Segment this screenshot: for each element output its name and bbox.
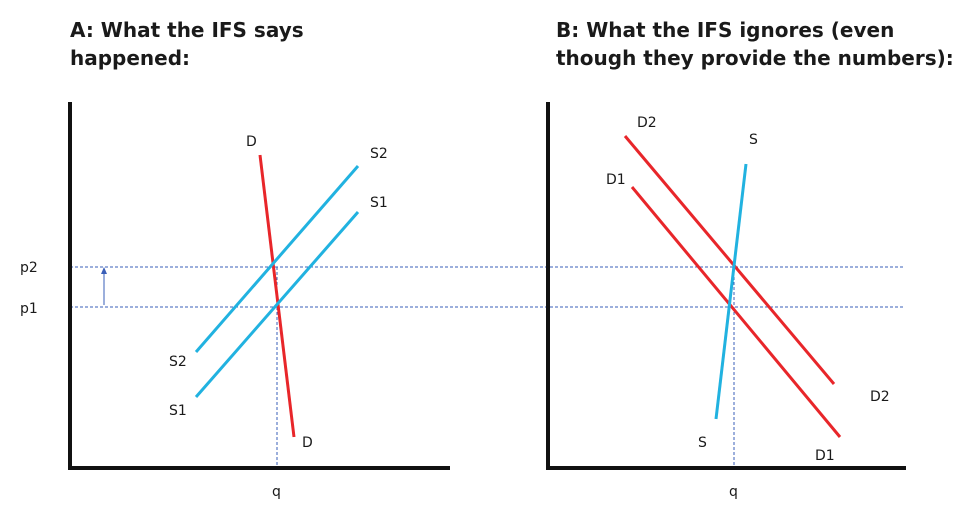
panel-a-title-line2: happened:: [70, 46, 191, 70]
panel-a-s1-bottom-label: S1: [169, 403, 187, 419]
panel-a-demand-curve: [258, 154, 296, 438]
panel-a-d-top-label: D: [246, 134, 257, 150]
panel-b-demand-d2-curve: [623, 135, 836, 385]
panel-a-supply-s1-curve: [194, 211, 360, 398]
panel-b-d1-bottom-label: D1: [815, 448, 835, 464]
panel-b-title-line1: B: What the IFS ignores (even: [556, 18, 895, 42]
panel-a-title-line1: A: What the IFS says: [70, 18, 304, 42]
panel-b-x-axis-label: q: [729, 484, 738, 500]
panel-b-d1-top-label: D1: [606, 172, 626, 188]
panel-b-title-line2: though they provide the numbers):: [556, 46, 954, 70]
guide-lines: [70, 266, 905, 468]
panel-a-title: A: What the IFS says happened:: [70, 16, 450, 72]
panel-a-s2-top-label: S2: [370, 146, 388, 162]
panel-b-s-bottom-label: S: [698, 435, 707, 451]
p1-label: p1: [20, 301, 38, 317]
panel-b-supply-curve: [714, 163, 748, 420]
panel-a-s2-bottom-label: S2: [169, 354, 187, 370]
panel-b-d2-top-label: D2: [637, 115, 657, 131]
panel-a-axes: [68, 102, 450, 470]
panel-a-d-bottom-label: D: [302, 435, 313, 451]
panel-a-s1-top-label: S1: [370, 195, 388, 211]
panel-b-axes: [546, 102, 906, 470]
panel-b-title: B: What the IFS ignores (even though the…: [556, 16, 956, 72]
p2-label: p2: [20, 260, 38, 276]
panel-b-demand-d1-curve: [630, 186, 842, 438]
price-rise-arrow: [101, 267, 107, 305]
panel-b-s-top-label: S: [749, 132, 758, 148]
panel-b-d2-bottom-label: D2: [870, 389, 890, 405]
panel-a-x-axis-label: q: [272, 484, 281, 500]
panel-a-supply-s2-curve: [194, 165, 360, 353]
